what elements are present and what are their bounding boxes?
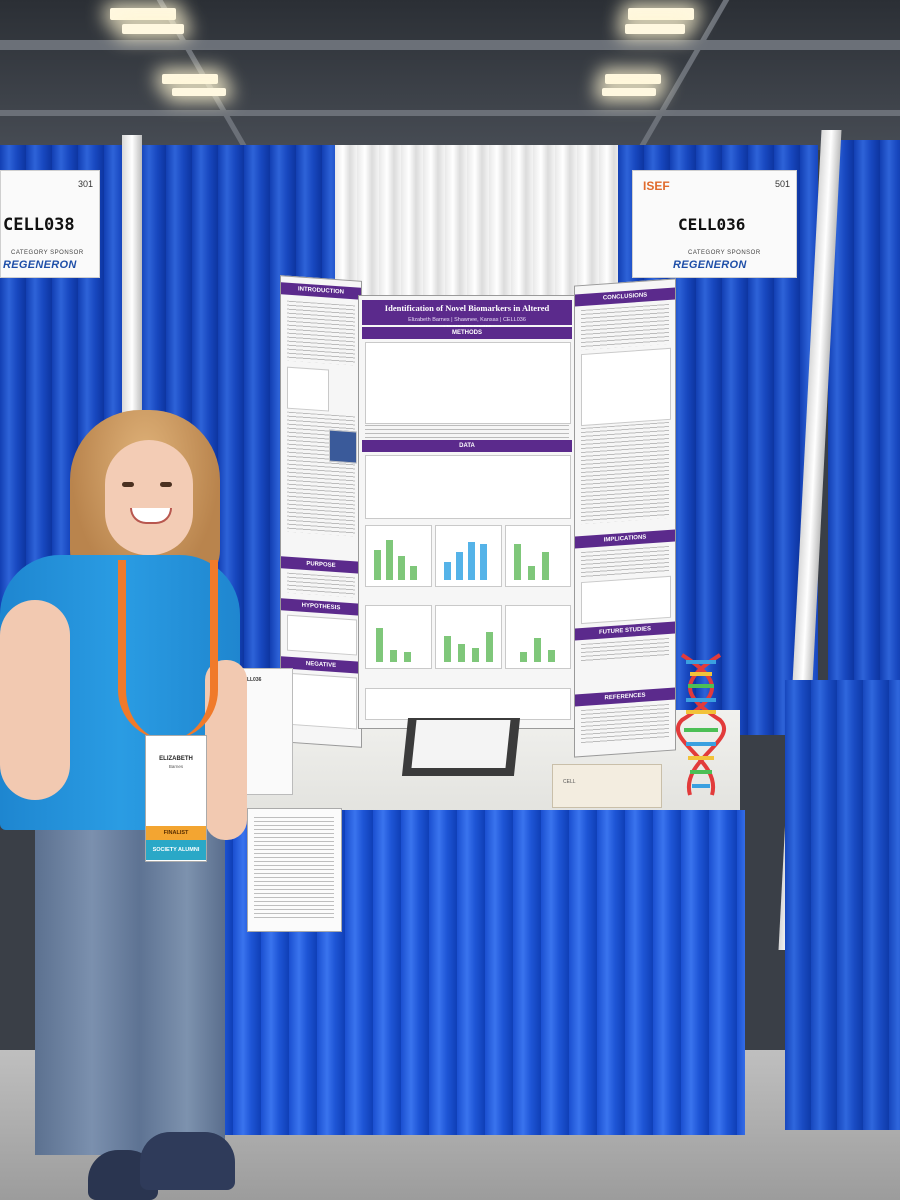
ceiling-light: [172, 88, 226, 96]
blue-drape-right: [828, 140, 900, 700]
poster-figure: [581, 575, 671, 625]
face: [105, 440, 193, 555]
poster-text: [581, 637, 669, 663]
poster-text: [581, 703, 669, 745]
booth-code: CELL036: [678, 215, 746, 234]
jeans: [35, 815, 225, 1155]
binder-page: [411, 720, 511, 768]
badge-finalist-band: FINALIST: [146, 826, 206, 840]
poster-bar-chart: [505, 605, 571, 669]
ceiling-light: [122, 24, 184, 34]
poster-text: [581, 303, 669, 351]
sign-category: CATEGORY SPONSOR: [688, 250, 761, 256]
chart-bar: [444, 636, 451, 662]
poster-author: Elizabeth Barnes | Shawnee, Kansas | CEL…: [362, 316, 572, 325]
chart-bar: [486, 632, 493, 662]
abstract-sheet: [247, 808, 342, 932]
chart-bar: [456, 552, 463, 580]
chart-bar: [468, 542, 475, 580]
ceiling: [0, 0, 900, 150]
arm-left: [0, 600, 70, 800]
sign-sponsor: REGENERON: [673, 259, 747, 271]
chart-bar: [480, 544, 487, 580]
booth-sign-left: 301 CELL038 CATEGORY SPONSOR REGENERON: [0, 170, 100, 278]
ceiling-light: [628, 8, 694, 20]
chart-bar: [398, 556, 405, 580]
ceiling-light: [605, 74, 661, 84]
dna-model: [675, 653, 727, 796]
chart-bar: [444, 562, 451, 580]
ceiling-light: [625, 24, 685, 34]
sign-sponsor: REGENERON: [3, 259, 77, 271]
booth-code: CELL038: [3, 215, 75, 235]
chart-bar: [528, 566, 535, 580]
poster-figure: [581, 347, 671, 427]
poster-title: Identification of Novel Biomarkers in Al…: [362, 300, 572, 329]
badge-subtext: Barnes: [168, 764, 184, 769]
poster-figure: [287, 366, 329, 412]
ceiling-truss: [0, 40, 900, 50]
blue-drape-side-table: [785, 680, 900, 1130]
poster-text: [287, 572, 355, 598]
poster-bar-chart: [505, 525, 571, 587]
lanyard: [118, 560, 218, 740]
poster-section-heading: NEGATIVE: [281, 656, 361, 674]
chart-bar: [390, 650, 397, 662]
isef-logo: ISEF: [643, 179, 670, 193]
chart-bar: [542, 552, 549, 580]
chart-bar: [374, 550, 381, 580]
methods-figure: [365, 342, 571, 424]
poster-bar-chart: [435, 605, 502, 669]
poster-text: [581, 545, 669, 579]
shoe-right: [140, 1132, 235, 1190]
document-label: CELL: [563, 779, 576, 785]
poster-section-heading: DATA: [362, 440, 572, 452]
sign-category: CATEGORY SPONSOR: [11, 250, 84, 256]
chart-bar: [514, 544, 521, 580]
ceiling-truss: [0, 110, 900, 116]
poster-text: [287, 300, 355, 366]
ceiling-light: [162, 74, 218, 84]
chart-bar: [520, 652, 527, 662]
poster-figure: [329, 429, 357, 464]
badge-name: ELIZABETH: [159, 756, 193, 762]
data-table: [365, 455, 571, 519]
ceiling-light: [602, 88, 656, 96]
chart-bar: [410, 566, 417, 580]
badge-alumni-band: SOCIETY ALUMNI: [146, 840, 206, 860]
poster-bar-chart: [365, 605, 432, 669]
chart-bar: [548, 650, 555, 662]
poster-right-panel: CONCLUSIONS IMPLICATIONS FUTURE STUDIES …: [574, 278, 676, 758]
poster-bar-chart: [365, 525, 432, 587]
chart-bar: [534, 638, 541, 662]
document-title: CELL036: [240, 677, 262, 683]
poster-section-heading: INTRODUCTION: [281, 282, 361, 300]
eye-left: [122, 482, 134, 487]
poster-section-heading: PURPOSE: [281, 556, 361, 574]
poster-text: [581, 421, 669, 525]
poster-text: [365, 425, 569, 439]
eye-right: [160, 482, 172, 487]
poster-figure: [287, 614, 357, 656]
poster-bar-chart: [435, 525, 502, 587]
poster-figure: [365, 688, 571, 720]
booth-sign-right: ISEF 501 CELL036 CATEGORY SPONSOR REGENE…: [632, 170, 797, 278]
ceiling-light: [110, 8, 176, 20]
poster-section-heading: HYPOTHESIS: [281, 598, 361, 616]
poster-figure: [287, 672, 357, 730]
form-document: CELL: [552, 764, 662, 808]
chart-bar: [458, 644, 465, 662]
chart-bar: [386, 540, 393, 580]
chart-bar: [472, 648, 479, 662]
document-text: [254, 817, 334, 921]
poster-section-heading: METHODS: [362, 327, 572, 339]
chart-bar: [376, 628, 383, 662]
booth-number: 501: [774, 179, 790, 189]
booth-number: 301: [77, 179, 93, 189]
chart-bar: [404, 652, 411, 662]
name-badge: ELIZABETH Barnes FINALIST SOCIETY ALUMNI: [145, 735, 207, 862]
